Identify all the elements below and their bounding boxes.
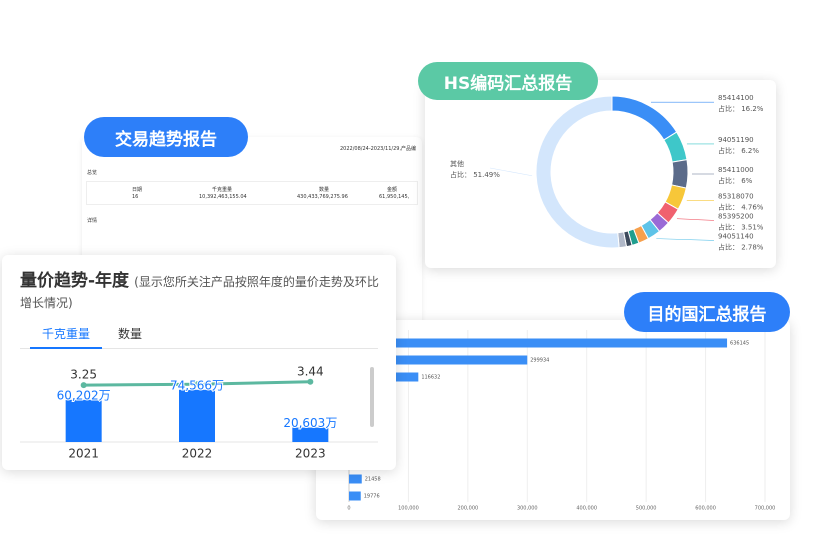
line-value-label: 3.44: [297, 364, 324, 378]
leader-line: [489, 167, 533, 177]
segment-label: 85414100: [718, 94, 754, 102]
tab-divider: [20, 348, 378, 349]
overview-label: 总览: [87, 170, 98, 176]
col-value: 61,950,145,: [379, 194, 410, 200]
segment-value-label: 占比： 4.76%: [718, 202, 764, 211]
tab[interactable]: 千克重量: [42, 327, 91, 341]
scrollbar: [370, 367, 374, 427]
bar-value-label: 21458: [365, 477, 381, 483]
bar: [349, 491, 361, 501]
volume-card: 量价趋势-年度 (显示您所关注产品按照年度的量价走势及环比增长情况) 千克重量 …: [2, 255, 396, 470]
donut-segment: [535, 95, 620, 249]
col-name: 日期: [132, 187, 143, 193]
x-tick-label: 2022: [182, 447, 213, 461]
donut-chart: 85414100 占比： 16.2% 94051190 占比： 6.2% 8541100…: [450, 94, 764, 251]
col-name: 千克重量: [212, 187, 233, 193]
bar-value-label: 60,202万: [57, 388, 111, 402]
x-tick-label: 700,000: [755, 506, 776, 512]
chart-title: 量价趋势-年度: [20, 271, 130, 291]
x-tick-label: 2021: [68, 447, 99, 461]
bar: [349, 355, 528, 365]
segment-label: 85395200: [718, 212, 754, 220]
bar: [349, 474, 362, 484]
segment-label: 85318070: [718, 192, 754, 200]
chart-subtitle: (显示您所关注产品按照年度的量价走势及环比增长情况): [20, 275, 379, 310]
x-tick-label: 2023: [295, 447, 326, 461]
donut-segment: [611, 95, 678, 141]
bar: [179, 389, 215, 442]
col-value: 10,392,463,155.04: [199, 194, 247, 200]
bar-value-label: 74,566万: [170, 378, 224, 392]
bar-value-label: 116632: [421, 375, 440, 381]
bar: [65, 399, 102, 442]
bar-value-label: 20,603万: [283, 416, 337, 430]
col-value: 16: [132, 194, 139, 200]
overview-table: 日期 16 千克重量 10,392,463,155.04 数量 430,433,…: [86, 181, 418, 205]
combo-chart: 2021 2022 2023 3.25 3.44 60,202万 74,566万 20,603…: [20, 364, 378, 461]
segment-value-label: 占比： 6.2%: [718, 146, 759, 155]
segment-value-label: 占比： 2.78%: [718, 242, 764, 251]
segment-label: 85411000: [718, 166, 754, 174]
line-value-label: 3.25: [70, 368, 97, 382]
segment-value-label: 占比： 6%: [718, 176, 753, 185]
bar: [292, 427, 329, 442]
detail-label: 详情: [87, 218, 98, 224]
donut-segment: [671, 159, 689, 189]
col-name: 数量: [319, 187, 330, 193]
x-tick-label: 500,000: [636, 506, 657, 512]
segment-label: 94051190: [718, 136, 754, 144]
x-tick-label: 600,000: [695, 506, 716, 512]
bar-value-label: 636145: [730, 341, 749, 347]
segment-label: 其他: [450, 159, 464, 168]
segment-value-label: 占比： 16.2%: [718, 104, 764, 113]
line-point: [307, 378, 314, 385]
col-name: 金额: [387, 187, 398, 193]
x-tick-label: 400,000: [576, 506, 597, 512]
bar-value-label: 19776: [364, 494, 380, 500]
label-pill: 交易趋势报告: [84, 117, 248, 157]
bar: [349, 338, 728, 348]
segment-value-label: 占比： 3.51%: [718, 222, 764, 231]
tab[interactable]: 数量: [118, 327, 143, 341]
x-tick-label: 300,000: [517, 506, 538, 512]
x-tick-label: 200,000: [458, 506, 479, 512]
segment-label: 94051140: [718, 232, 754, 240]
segment-value-label: 占比： 51.49%: [450, 170, 500, 179]
leader-line: [656, 238, 715, 241]
x-tick-label: 100,000: [398, 506, 419, 512]
tab-underline: [30, 347, 102, 349]
bar-value-label: 299934: [530, 358, 549, 364]
line-point: [80, 382, 87, 389]
col-value: 430,433,769,275.96: [297, 194, 348, 200]
date-range: 2022/08/24-2023/11/29,产品编: [340, 146, 417, 152]
hs-card: 85414100 占比： 16.2% 94051190 占比： 6.2% 8541100…: [425, 80, 776, 268]
title-block: 量价趋势-年度 (显示您所关注产品按照年度的量价走势及环比增长情况): [20, 271, 382, 313]
line-point: [194, 381, 200, 388]
leader-line: [676, 218, 715, 221]
label-pill: HS编码汇总报告: [418, 62, 598, 100]
label-pill: 目的国汇总报告: [624, 292, 790, 332]
x-tick-label: 0: [347, 506, 350, 512]
